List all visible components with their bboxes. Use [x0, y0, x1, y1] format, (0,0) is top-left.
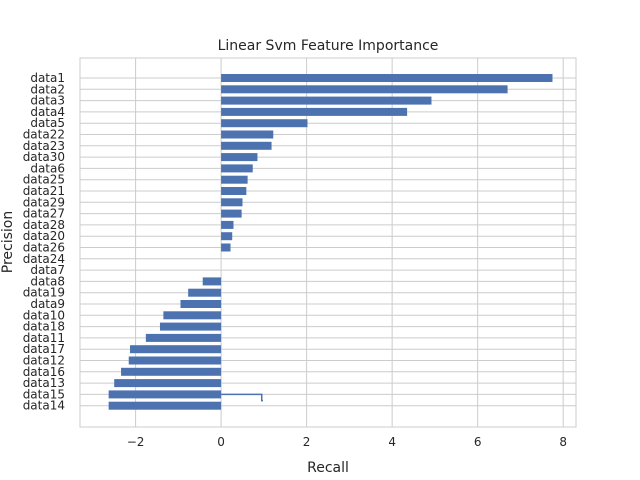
x-tick-label: 8: [559, 435, 567, 449]
bar-data17: [130, 345, 222, 354]
bar-data11: [145, 333, 222, 342]
y-tick-label: data27: [23, 207, 65, 221]
bar-data28: [221, 220, 234, 229]
y-tick-label: data8: [30, 274, 65, 288]
y-axis-title: Precision: [0, 211, 16, 273]
extra-line: [221, 393, 264, 402]
bar-data1: [221, 74, 553, 82]
y-tick-label: data29: [23, 195, 65, 209]
step-line: [221, 393, 264, 402]
y-tick-label: data28: [23, 218, 65, 232]
y-tick-label: data18: [23, 320, 65, 334]
y-tick-label: data25: [23, 173, 65, 187]
bar-data23: [221, 141, 272, 150]
y-tick-label: data14: [23, 399, 65, 413]
bar-data30: [221, 153, 258, 162]
bar-data4: [221, 107, 408, 116]
y-tick-label: data19: [23, 286, 65, 300]
y-tick-label: data6: [30, 161, 65, 175]
bar-data26: [221, 243, 231, 252]
x-tick-label: −2: [127, 435, 145, 449]
y-tick-label: data30: [23, 150, 65, 164]
y-tick-label: data17: [23, 342, 65, 356]
bar-data27: [221, 209, 242, 218]
bar-data5: [221, 119, 308, 128]
plot-background: [80, 58, 576, 427]
y-tick-label: data1: [30, 71, 65, 85]
y-tick-label: data23: [23, 139, 65, 153]
chart-title: Linear Svm Feature Importance: [218, 38, 439, 54]
y-tick-label: data4: [30, 105, 65, 119]
bar-data22: [221, 130, 274, 139]
bar-data15: [108, 390, 222, 399]
y-tick-label: data15: [23, 387, 65, 401]
y-tick-label: data26: [23, 241, 65, 255]
bar-data25: [221, 175, 248, 184]
y-tick-label: data12: [23, 354, 65, 368]
y-tick-label: data2: [30, 82, 65, 96]
x-tick-label: 0: [217, 435, 225, 449]
bar-data13: [114, 379, 222, 388]
x-tick-label: 2: [303, 435, 311, 449]
bar-data6: [221, 164, 253, 173]
bar-data9: [180, 300, 222, 308]
bars: [108, 74, 553, 410]
y-tick-label: data16: [23, 365, 65, 379]
bar-data10: [163, 311, 222, 320]
bar-data16: [121, 367, 222, 376]
x-tick-label: 4: [388, 435, 396, 449]
bar-data20: [221, 232, 233, 241]
bar-data8: [202, 277, 222, 286]
bar-data19: [188, 288, 222, 297]
y-tick-label: data7: [30, 263, 65, 277]
x-tick-label: 6: [474, 435, 482, 449]
x-axis-title: Recall: [307, 460, 349, 476]
y-tick-label: data21: [23, 184, 65, 198]
x-tick-labels: −2 0 2 4 6 8: [127, 435, 567, 449]
bar-data29: [221, 198, 243, 207]
y-tick-label: data24: [23, 252, 65, 266]
bar-data21: [221, 187, 247, 195]
y-tick-label: data9: [30, 297, 65, 311]
bar-data18: [159, 322, 222, 331]
y-tick-label: data13: [23, 376, 65, 390]
y-tick-label: data5: [30, 116, 65, 130]
y-tick-label: data3: [30, 94, 65, 108]
y-tick-labels: data1data2data3data4data5data22data23dat…: [23, 71, 65, 413]
bar-data12: [128, 356, 222, 365]
bar-data2: [221, 85, 508, 94]
bar-data3: [221, 96, 432, 105]
plot-frame: [79, 57, 577, 428]
y-tick-label: data22: [23, 128, 65, 142]
y-tick-label: data10: [23, 308, 65, 322]
y-tick-label: data20: [23, 229, 65, 243]
y-tick-label: data11: [23, 331, 65, 345]
bar-data14: [108, 401, 222, 410]
